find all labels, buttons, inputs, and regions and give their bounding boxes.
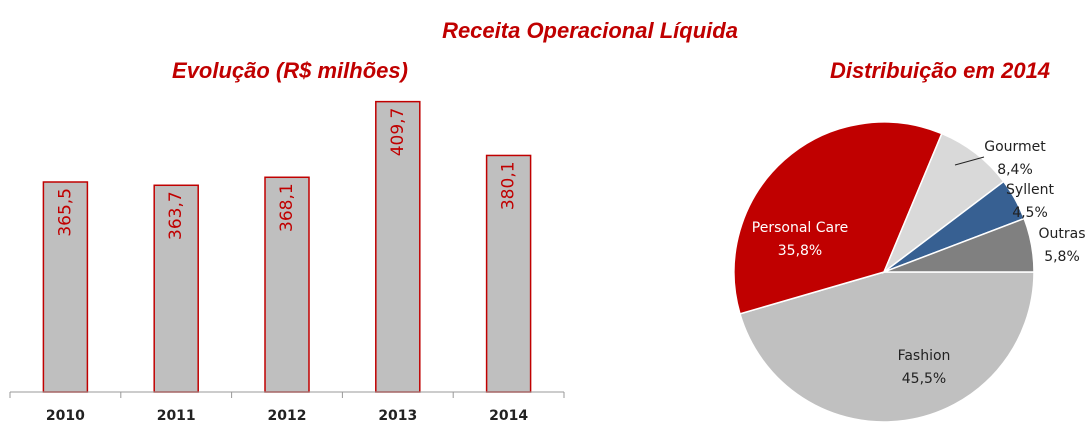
value-label: 409,7 [388, 108, 408, 157]
slice-label: Outras [1038, 226, 1085, 242]
value-label: 380,1 [499, 161, 519, 210]
value-label: 368,1 [277, 183, 297, 232]
value-label: 365,5 [55, 188, 75, 237]
bar [42, 181, 89, 393]
slice-label: Gourmet [984, 139, 1046, 155]
x-tick-label: 2012 [268, 408, 307, 424]
x-tick-label: 2013 [378, 408, 417, 424]
pie-slice [739, 271, 1035, 423]
slice-value: 35,8% [778, 243, 822, 259]
x-tick-label: 2010 [46, 408, 85, 424]
leader-line [954, 156, 985, 166]
slice-label: Personal Care [752, 220, 848, 236]
bar [153, 184, 199, 393]
page-title: Receita Operacional Líquida [442, 18, 738, 43]
slice-value: 5,8% [1044, 249, 1080, 265]
pie-slice [733, 121, 943, 315]
pie-slice [883, 217, 1035, 273]
chart-title: Distribuição em 2014 [830, 58, 1050, 83]
x-tick-label: 2014 [489, 408, 528, 424]
slice-value: 8,4% [997, 162, 1033, 178]
x-tick-label: 2011 [157, 408, 196, 424]
chart-title: Evolução (R$ milhões) [172, 58, 408, 83]
bar [264, 176, 310, 393]
slice-label: Fashion [898, 348, 951, 364]
bar [375, 100, 421, 393]
slice-value: 45,5% [902, 371, 946, 387]
slice-value: 4,5% [1012, 205, 1048, 221]
slice-label: Syllent [1006, 182, 1054, 198]
value-label: 363,7 [166, 191, 186, 240]
